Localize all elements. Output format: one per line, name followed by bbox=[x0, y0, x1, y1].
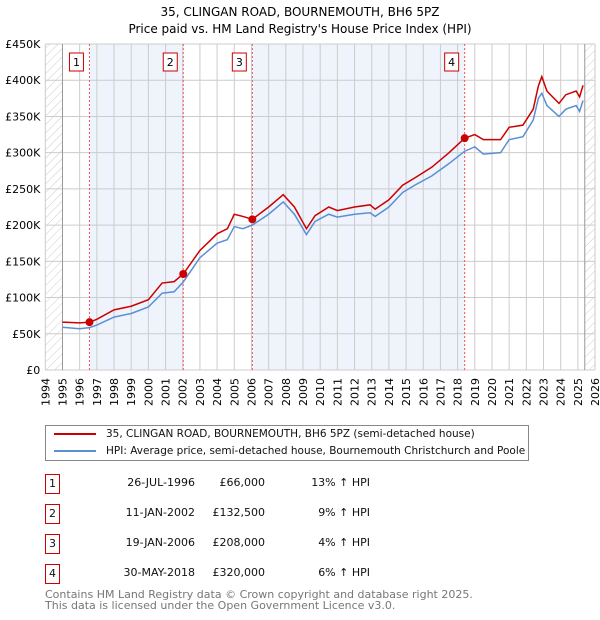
sale-number: 4 bbox=[45, 564, 60, 584]
legend-swatch-red bbox=[54, 433, 96, 435]
sale-price: £208,000 bbox=[212, 536, 266, 549]
footer-line-1: Contains HM Land Registry data © Crown c… bbox=[45, 588, 473, 601]
y-tick-label: £350K bbox=[5, 110, 41, 123]
x-tick-label: 1999 bbox=[125, 378, 138, 406]
chart-svg: 35, CLINGAN ROAD, BOURNEMOUTH, BH6 5PZ P… bbox=[5, 5, 600, 406]
x-tick-label: 2014 bbox=[383, 378, 396, 406]
x-tick-label: 2025 bbox=[572, 378, 585, 406]
x-tick-label: 2026 bbox=[589, 378, 600, 406]
y-tick-label: £50K bbox=[12, 328, 41, 341]
sale-label: 2 bbox=[167, 56, 174, 69]
x-tick-label: 2013 bbox=[366, 378, 379, 406]
y-tick-label: £200K bbox=[5, 219, 41, 232]
shaded-band bbox=[89, 44, 184, 370]
x-tick-label: 2000 bbox=[142, 378, 155, 406]
x-tick-label: 2015 bbox=[400, 378, 413, 406]
y-tick-label: £250K bbox=[5, 183, 41, 196]
sale-number: 2 bbox=[45, 504, 60, 524]
sale-number: 3 bbox=[45, 534, 60, 554]
chart-title: 35, CLINGAN ROAD, BOURNEMOUTH, BH6 5PZ bbox=[161, 5, 440, 19]
x-tick-label: 2007 bbox=[263, 378, 276, 406]
x-tick-label: 1998 bbox=[108, 378, 121, 406]
y-tick-label: £0 bbox=[26, 364, 40, 377]
x-tick-label: 2008 bbox=[280, 378, 293, 406]
x-tick-label: 2019 bbox=[469, 378, 482, 406]
y-tick-label: £400K bbox=[5, 74, 41, 87]
x-tick-label: 2012 bbox=[349, 378, 362, 406]
hpi-line bbox=[62, 91, 584, 330]
hatched-region-right bbox=[584, 44, 595, 370]
x-tick-label: 2001 bbox=[160, 378, 173, 406]
y-tick-label: £300K bbox=[5, 147, 41, 160]
x-tick-label: 2022 bbox=[520, 378, 533, 406]
x-tick-label: 2021 bbox=[503, 378, 516, 406]
sale-label-box bbox=[68, 52, 84, 72]
x-tick-label: 2006 bbox=[245, 378, 258, 406]
x-tick-label: 2024 bbox=[555, 378, 568, 406]
sale-date: 30-MAY-2018 bbox=[123, 566, 195, 579]
y-tick-label: £100K bbox=[5, 292, 41, 305]
y-tick-label: £450K bbox=[5, 38, 41, 51]
x-tick-label: 2010 bbox=[314, 378, 327, 406]
x-tick-label: 1997 bbox=[91, 378, 104, 406]
legend: 35, CLINGAN ROAD, BOURNEMOUTH, BH6 5PZ (… bbox=[45, 425, 529, 461]
x-tick-label: 1996 bbox=[74, 378, 87, 406]
x-tick-label: 2020 bbox=[486, 378, 499, 406]
x-tick-label: 2002 bbox=[177, 378, 190, 406]
sale-point bbox=[85, 318, 94, 327]
x-tick-label: 2003 bbox=[194, 378, 207, 406]
x-tick-label: 2011 bbox=[331, 378, 344, 406]
sale-point bbox=[179, 270, 188, 279]
sale-price: £132,500 bbox=[212, 506, 266, 519]
sale-hpi-diff: 9% ↑ HPI bbox=[318, 506, 370, 519]
sale-price: £66,000 bbox=[219, 476, 266, 489]
sale-hpi-diff: 13% ↑ HPI bbox=[311, 476, 370, 489]
legend-swatch-blue bbox=[54, 450, 96, 452]
sale-point bbox=[248, 215, 257, 224]
x-tick-label: 2004 bbox=[211, 378, 224, 406]
sale-label-box bbox=[444, 52, 460, 72]
sale-label-box bbox=[162, 52, 178, 72]
x-tick-label: 2009 bbox=[297, 378, 310, 406]
sale-label: 4 bbox=[448, 56, 455, 69]
legend-item-property: 35, CLINGAN ROAD, BOURNEMOUTH, BH6 5PZ (… bbox=[54, 426, 475, 442]
x-tick-label: 2005 bbox=[228, 378, 241, 406]
x-tick-label: 2023 bbox=[538, 378, 551, 406]
sale-hpi-diff: 6% ↑ HPI bbox=[318, 566, 370, 579]
x-tick-label: 2016 bbox=[417, 378, 430, 406]
sale-label: 3 bbox=[236, 56, 243, 69]
sale-date: 19-JAN-2006 bbox=[125, 536, 195, 549]
hatched-region-left bbox=[45, 44, 63, 370]
x-tick-label: 1995 bbox=[56, 378, 69, 406]
sale-number: 1 bbox=[45, 474, 60, 494]
footer-line-2: This data is licensed under the Open Gov… bbox=[45, 599, 396, 612]
sale-label: 1 bbox=[73, 56, 80, 69]
y-tick-label: £150K bbox=[5, 255, 41, 268]
sale-date: 26-JUL-1996 bbox=[127, 476, 195, 489]
sale-label-box bbox=[231, 52, 247, 72]
x-tick-label: 2018 bbox=[452, 378, 465, 406]
legend-label: HPI: Average price, semi-detached house,… bbox=[106, 445, 526, 457]
legend-label: 35, CLINGAN ROAD, BOURNEMOUTH, BH6 5PZ (… bbox=[106, 428, 475, 440]
x-tick-label: 1994 bbox=[39, 378, 52, 406]
sale-date: 11-JAN-2002 bbox=[125, 506, 195, 519]
legend-item-hpi: HPI: Average price, semi-detached house,… bbox=[54, 443, 525, 459]
sale-point bbox=[460, 134, 469, 143]
x-tick-label: 2017 bbox=[434, 378, 447, 406]
price-paid-line bbox=[62, 74, 584, 324]
sale-hpi-diff: 4% ↑ HPI bbox=[318, 536, 370, 549]
chart-subtitle: Price paid vs. HM Land Registry's House … bbox=[128, 22, 471, 36]
sale-price: £320,000 bbox=[212, 566, 266, 579]
